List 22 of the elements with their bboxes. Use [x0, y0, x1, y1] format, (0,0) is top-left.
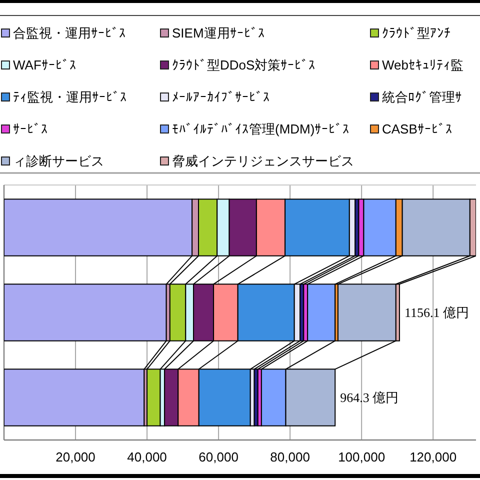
- legend-label: ﾒｰﾙｱｰｶｲﾌﾞｻｰﾋﾞｽ: [172, 90, 270, 104]
- x-tick-label: 120,000: [410, 450, 457, 464]
- annotation: 1156.1 億円: [404, 305, 470, 320]
- legend-label: 合監視・運用ｻｰﾋﾞｽ: [13, 26, 126, 40]
- x-tick-label: 80,000: [270, 450, 310, 464]
- legend-label: Webｾｷｭﾘﾃｨ監: [382, 58, 464, 72]
- legend-label: ﾃｨ監視・運用ｻｰﾋﾞｽ: [13, 90, 127, 104]
- legend-label: ｸﾗｳﾄﾞ型ｱﾝﾁ: [382, 26, 451, 40]
- legend-label: SIEM運用ｻｰﾋﾞｽ: [172, 26, 265, 40]
- x-tick-label: 100,000: [338, 450, 386, 464]
- legend-label: ｸﾗｳﾄﾞ型DDoS対策ｻｰﾋﾞｽ: [172, 58, 316, 72]
- x-tick-label: 40,000: [127, 450, 167, 464]
- legend-label: CASBｻｰﾋﾞｽ: [382, 122, 452, 136]
- legend-label: WAFｻｰﾋﾞｽ: [13, 58, 76, 72]
- legend-label: 脅威インテリジェンスサービス: [172, 154, 354, 168]
- legend-label: 統合ﾛｸﾞ管理ｻ: [382, 90, 462, 104]
- annotation: 964.3 億円: [340, 390, 399, 405]
- legend-label: ｻｰﾋﾞｽ: [13, 122, 48, 136]
- x-tick-label: 20,000: [56, 450, 96, 464]
- x-tick-label: 60,000: [198, 450, 238, 464]
- legend-label: ィ診断サービス: [13, 154, 104, 168]
- legend-label: ﾓﾊﾞｲﾙﾃﾞﾊﾞｲｽ管理(MDM)ｻｰﾋﾞｽ: [172, 122, 350, 136]
